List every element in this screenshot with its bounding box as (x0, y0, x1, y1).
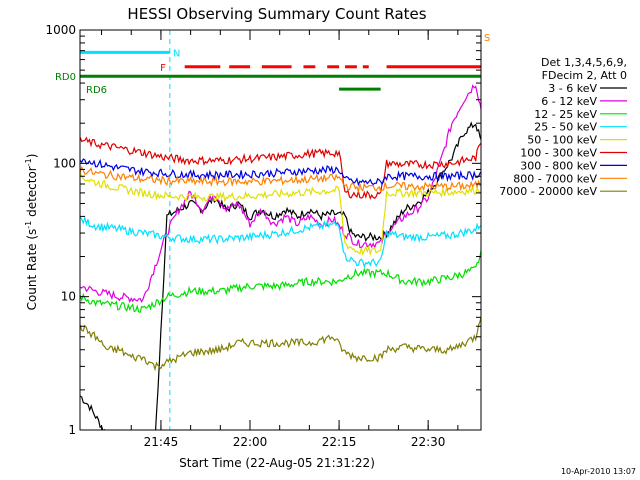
plot-frame (79, 29, 482, 431)
flag-label-rd0: RD0 (55, 72, 76, 83)
series-line-7 (80, 165, 481, 194)
legend-label-7: 800 - 7000 keV (513, 172, 597, 185)
legend-label-1: 6 - 12 keV (541, 95, 597, 108)
y-tick-label-2: 100 (53, 156, 76, 170)
legend-label-4: 50 - 100 keV (527, 134, 597, 147)
y-tick-label-1: 10 (61, 290, 76, 304)
series-line-2 (80, 247, 481, 313)
x-axis-label: Start Time (22-Aug-05 21:31:22) (179, 456, 375, 470)
series-line-0 (80, 121, 481, 430)
x-tick-label-1: 22:00 (233, 435, 268, 449)
legend-label-8: 7000 - 20000 keV (499, 185, 597, 198)
series-line-1 (80, 84, 481, 304)
y-tick-label-0: 1 (68, 423, 76, 437)
legend-header-0: Det 1,3,4,5,6,9, (541, 56, 627, 69)
date-stamp: 10-Apr-2010 13:07 (561, 467, 636, 476)
chart-title: HESSI Observing Summary Count Rates (127, 5, 426, 23)
plot-inner (80, 30, 481, 430)
flag-label-s: S (484, 33, 490, 44)
legend-label-0: 3 - 6 keV (548, 82, 597, 95)
x-tick-label-3: 22:30 (411, 435, 446, 449)
y-axis-label: Count Rate (s-1 detector-1) (24, 154, 39, 311)
legend-label-5: 100 - 300 keV (520, 147, 597, 160)
flag-label-n: N (173, 48, 180, 59)
legend-label-3: 25 - 50 keV (534, 121, 597, 134)
series-line-6 (80, 158, 481, 187)
series-line-3 (80, 215, 481, 269)
flag-label-f: F (160, 63, 166, 74)
plot-area: 1 10 100 1000 21:45 22:00 22:15 22:30 NF S RD0 RD6 (45, 23, 490, 449)
flag-label-rd6: RD6 (86, 85, 107, 96)
series-line-8 (80, 314, 481, 372)
series-line-5 (80, 136, 481, 200)
legend-label-2: 12 - 25 keV (534, 108, 597, 121)
legend: Det 1,3,4,5,6,9,FDecim 2, Att 03 - 6 keV… (499, 56, 627, 198)
legend-header-1: FDecim 2, Att 0 (542, 69, 627, 82)
x-tick-label-0: 21:45 (144, 435, 179, 449)
x-tick-label-2: 22:15 (322, 435, 357, 449)
legend-label-6: 300 - 800 keV (520, 159, 597, 172)
series-line-4 (80, 172, 481, 257)
y-tick-label-3: 1000 (45, 23, 76, 37)
